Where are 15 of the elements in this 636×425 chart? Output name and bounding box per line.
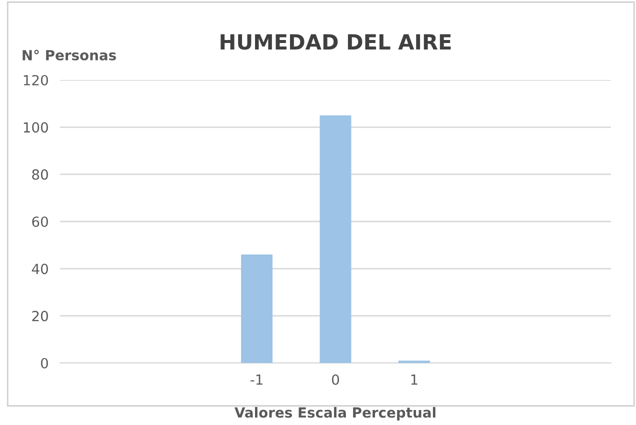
y-axis-title: N° Personas [22, 50, 116, 60]
chart-title: HUMEDAD DEL AIRE [220, 34, 451, 50]
y-tick-label: 40 [32, 264, 48, 274]
y-tick-label: 60 [32, 216, 48, 227]
x-axis-title: Valores Escala Perceptual [234, 406, 436, 420]
x-tick-label: 1 [411, 374, 418, 385]
x-tick-label: -1 [250, 374, 262, 385]
y-tick-label: 120 [24, 74, 48, 86]
bar [320, 115, 352, 363]
bar [241, 254, 273, 363]
x-tick-label: 0 [332, 374, 339, 385]
y-tick-label: 20 [32, 310, 48, 322]
y-tick-label: 80 [32, 169, 48, 180]
y-tick-label: 100 [24, 122, 48, 133]
y-tick-label: 0 [40, 358, 48, 368]
